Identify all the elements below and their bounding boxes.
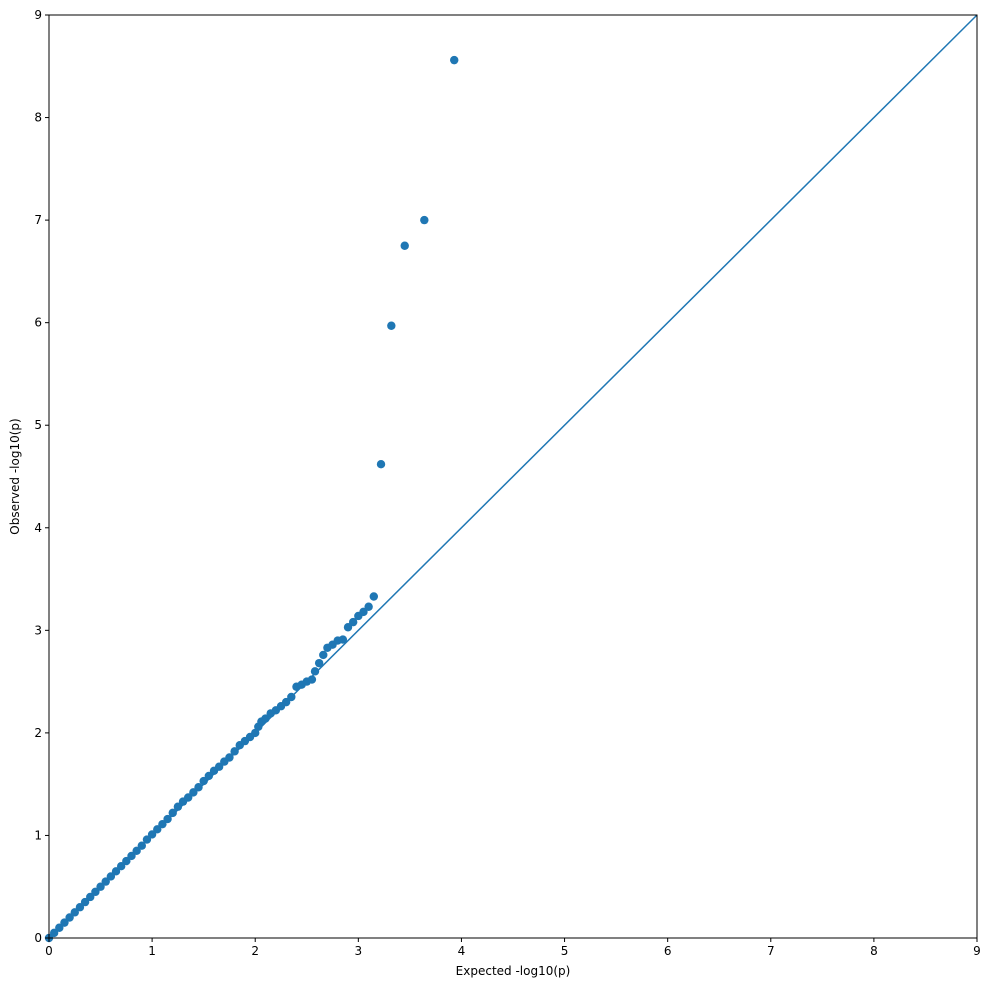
- data-point: [420, 215, 429, 225]
- data-point: [189, 788, 198, 797]
- x-tick-label: 2: [251, 944, 259, 958]
- x-tick-label: 8: [870, 944, 878, 958]
- plot-frame: [48, 14, 978, 939]
- data-point: [173, 802, 183, 811]
- y-axis-ticks: 0 1 2 3 4 5 6 7 8 9: [34, 8, 49, 945]
- data-point: [199, 776, 208, 786]
- x-tick-label: 7: [767, 944, 775, 958]
- data-point: [307, 675, 317, 684]
- data-point: [369, 592, 378, 601]
- x-tick-label: 4: [458, 944, 466, 958]
- data-point: [348, 617, 358, 627]
- y-tick-label: 4: [34, 521, 42, 535]
- y-tick-label: 2: [34, 726, 42, 740]
- data-point: [359, 607, 368, 617]
- x-tick-label: 3: [355, 944, 363, 958]
- x-tick-label: 9: [973, 944, 981, 958]
- x-tick-label: 6: [664, 944, 672, 958]
- data-point: [214, 762, 224, 771]
- data-point: [343, 623, 353, 632]
- y-tick-label: 6: [34, 316, 42, 330]
- y-tick-label: 3: [34, 623, 42, 637]
- data-point: [310, 667, 320, 676]
- y-tick-label: 9: [34, 8, 42, 22]
- data-point: [230, 747, 239, 756]
- data-point: [400, 241, 409, 250]
- x-tick-label: 1: [148, 944, 156, 958]
- y-tick-label: 7: [34, 213, 42, 227]
- points-layer: [44, 55, 459, 943]
- x-tick-label: 5: [561, 944, 569, 958]
- y-tick-label: 0: [34, 931, 42, 945]
- data-point: [376, 459, 386, 469]
- data-point: [168, 808, 177, 818]
- data-point: [387, 321, 396, 330]
- reference-diagonal-line: [48, 14, 978, 939]
- data-point: [338, 635, 348, 644]
- data-point: [194, 783, 203, 792]
- y-tick-label: 1: [34, 828, 42, 842]
- data-point: [314, 658, 324, 668]
- x-axis-label: Expected -log10(p): [456, 964, 571, 978]
- data-point: [450, 55, 459, 65]
- data-point: [364, 602, 373, 611]
- x-tick-label: 0: [45, 944, 53, 958]
- data-point: [184, 793, 193, 802]
- y-tick-label: 8: [34, 111, 42, 125]
- x-axis-ticks: 0 1 2 3 4 5 6 7 8 9: [45, 938, 981, 958]
- data-point: [319, 650, 328, 660]
- data-point: [204, 771, 214, 781]
- y-tick-label: 5: [34, 418, 42, 432]
- y-axis-label: Observed -log10(p): [8, 418, 22, 534]
